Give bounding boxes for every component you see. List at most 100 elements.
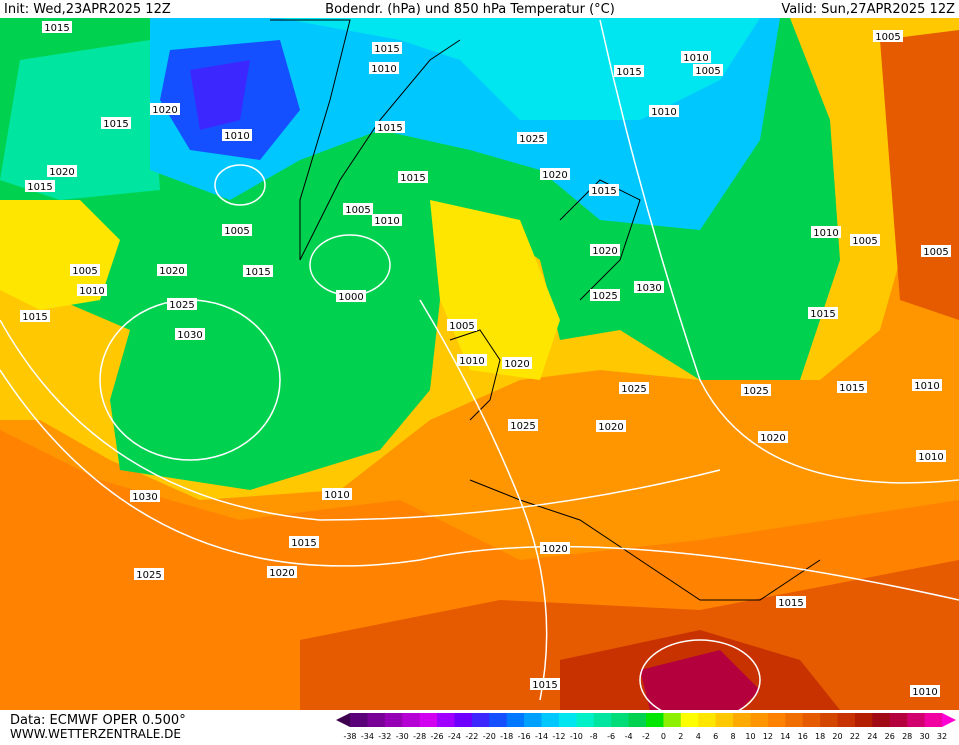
legend-label: -28	[413, 732, 426, 741]
isobar-label: 1015	[291, 538, 316, 549]
isobar-label: 1010	[371, 64, 396, 75]
legend-label: -20	[483, 732, 496, 741]
map: 1015 1015 1010 1020 1015 1010 1015 1025 1020 1015…	[0, 18, 959, 710]
legend-label: 22	[850, 732, 860, 741]
isobar-label: 1020	[504, 359, 529, 370]
legend-label: 8	[731, 732, 736, 741]
isobar-label: 1025	[621, 384, 646, 395]
legend-label: 30	[919, 732, 929, 741]
legend-swatch	[680, 713, 699, 727]
legend-label: -14	[535, 732, 548, 741]
legend-swatch	[628, 713, 647, 727]
legend-swatch	[524, 713, 543, 727]
legend-label: -12	[552, 732, 565, 741]
legend-label: -38	[343, 732, 356, 741]
isobar-label-box	[502, 357, 532, 369]
legend-swatch	[611, 713, 630, 727]
isobar-label-box	[540, 542, 570, 554]
isobar-label: 1015	[22, 312, 47, 323]
legend-swatch	[646, 713, 664, 727]
legend-swatch	[698, 713, 717, 727]
legend-swatch	[558, 713, 577, 727]
isobar-label: 1030	[132, 492, 157, 503]
legend-swatch	[872, 713, 891, 727]
legend-swatch	[367, 713, 386, 727]
isobar-label: 1005	[72, 266, 97, 277]
isobar-label-box	[614, 65, 644, 77]
isobar-label-box	[343, 203, 373, 215]
legend-label: -34	[361, 732, 374, 741]
isobar-label: 1015	[245, 267, 270, 278]
legend-label: 28	[902, 732, 912, 741]
isobar-label-box	[590, 289, 620, 301]
legend-label: 12	[763, 732, 773, 741]
isobar-label-box	[222, 224, 252, 236]
isobar-labels: 1015 1015 1010 1020 1015 1010 1015 1025 1020 1015…	[20, 21, 951, 698]
isobar-label: 1015	[103, 119, 128, 130]
isobar-label-box	[25, 180, 55, 192]
color-legend: -38 -34 -32 -30 -28 -26 -24 -22 -20 -18 -16 -14 -12-…	[336, 713, 956, 741]
legend-label: 0	[661, 732, 666, 741]
legend-swatch	[733, 713, 751, 727]
isobar-label: 1005	[449, 321, 474, 332]
isobar-label: 1015	[839, 383, 864, 394]
legend-swatch	[767, 713, 786, 727]
legend-label: -30	[396, 732, 409, 741]
legend-label: -24	[448, 732, 461, 741]
isobar-label-box	[910, 685, 940, 697]
legend-swatch	[924, 713, 943, 727]
legend-label: -26	[431, 732, 444, 741]
isobar-label-box	[167, 298, 197, 310]
isobar-label: 1010	[813, 228, 838, 239]
isobar-label-box	[596, 420, 626, 432]
isobar-label: 1015	[616, 67, 641, 78]
isobar-label-box	[134, 568, 164, 580]
isobar-label: 1015	[27, 182, 52, 193]
isobar-label: 1020	[760, 433, 785, 444]
isobar-label-box	[776, 596, 806, 608]
isobar-label: 1010	[651, 107, 676, 118]
legend-label: -4	[625, 732, 633, 741]
legend-swatch	[715, 713, 734, 727]
legend-arrow	[942, 713, 956, 727]
isobar-label-box	[130, 490, 160, 502]
legend-label: 4	[696, 732, 701, 741]
isobar-label-box	[457, 354, 487, 366]
isobar-label-box	[375, 121, 405, 133]
legend-swatch	[854, 713, 873, 727]
isobar-label: 1015	[591, 186, 616, 197]
isobar-label: 1010	[918, 452, 943, 463]
isobar-label-box	[157, 264, 187, 276]
legend-swatch	[837, 713, 856, 727]
isobar-label: 1015	[400, 173, 425, 184]
isobar-label: 1010	[683, 53, 708, 64]
isobar-label: 1005	[923, 247, 948, 258]
isobar-label-box	[589, 184, 619, 196]
map-title: Bodendr. (hPa) und 850 hPa Temperatur (°…	[325, 2, 615, 17]
legend-label: -10	[570, 732, 583, 741]
isobar-label-box	[811, 226, 841, 238]
isobar-label-box	[243, 265, 273, 277]
isobar-label: 1005	[224, 226, 249, 237]
legend-label: -22	[465, 732, 478, 741]
isobar-label: 1010	[912, 687, 937, 698]
legend-label: -6	[607, 732, 615, 741]
legend-arrow	[336, 713, 350, 727]
legend-swatch	[419, 713, 438, 727]
isobar-label-box	[741, 384, 771, 396]
isobar-label-box	[921, 245, 951, 257]
isobar-label: 1010	[374, 216, 399, 227]
isobar-label-box	[758, 431, 788, 443]
isobar-label-box	[372, 42, 402, 54]
isobar-label: 1015	[532, 680, 557, 691]
isobar-label-box	[369, 62, 399, 74]
isobar-label: 1010	[459, 356, 484, 367]
legend-swatch	[384, 713, 403, 727]
legend-swatch	[593, 713, 612, 727]
legend-swatch	[663, 713, 682, 727]
isobar-label-box	[590, 244, 620, 256]
legend-label: 16	[798, 732, 808, 741]
isobar-label: 1015	[778, 598, 803, 609]
legend-swatch	[489, 713, 508, 727]
